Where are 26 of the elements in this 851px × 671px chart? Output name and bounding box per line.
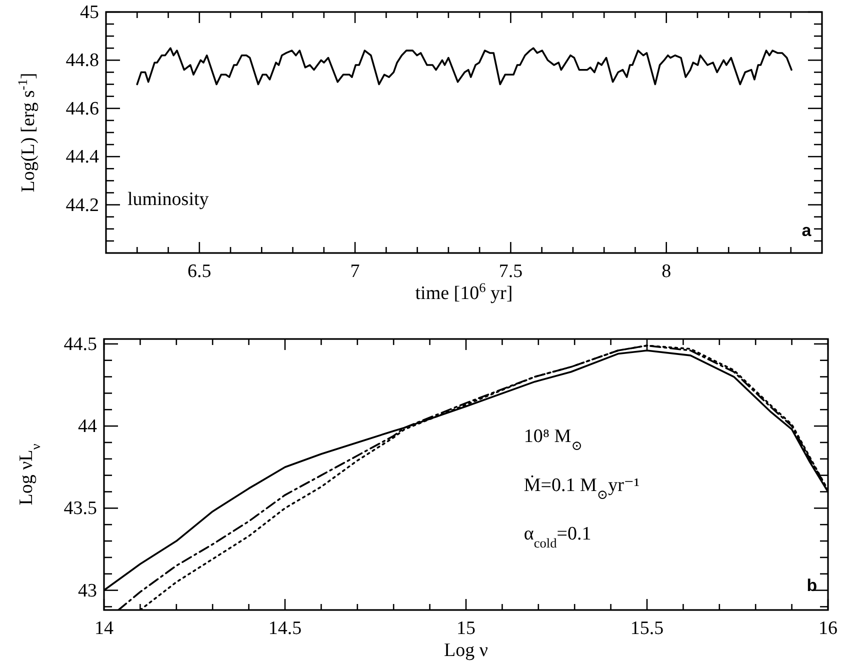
y-tick-label: 43.5: [64, 498, 97, 520]
annotation: Ṁ=0.1 M$_{⊙}$yr⁻¹: [524, 474, 640, 502]
x-tick-label: 6.5: [188, 261, 212, 282]
y-tick-label: 44.5: [64, 334, 97, 355]
x-axis-title: time [10$^{6}$ yr]: [415, 280, 513, 304]
x-tick-label: 15.5: [630, 618, 664, 639]
y-tick-label: 44.8: [66, 50, 99, 72]
annotation: b: [806, 576, 818, 596]
y-tick-label: 45: [80, 2, 99, 23]
x-tick-label: 14: [94, 618, 114, 639]
y-tick-label: 44.6: [66, 98, 99, 120]
x-tick-label: 15: [456, 618, 476, 639]
y-tick-label: 44: [78, 416, 98, 438]
annotation: luminosity: [127, 188, 210, 210]
annotation: α$_{cold}$=0.1: [524, 524, 592, 550]
y-tick-label: 44.4: [66, 146, 100, 168]
y-tick-label: 44.2: [66, 194, 99, 216]
x-tick-label: 16: [818, 618, 838, 639]
annotation: a: [802, 221, 812, 240]
x-tick-label: 7.5: [498, 261, 523, 282]
x-tick-label: 14.5: [268, 618, 302, 639]
x-tick-label: 8: [662, 261, 672, 282]
annotation: 10⁸ M$_{⊙}$: [524, 426, 582, 452]
x-tick-label: 7: [350, 261, 360, 282]
y-tick-label: 43: [78, 580, 97, 602]
x-axis-title: Log ν: [444, 640, 488, 661]
